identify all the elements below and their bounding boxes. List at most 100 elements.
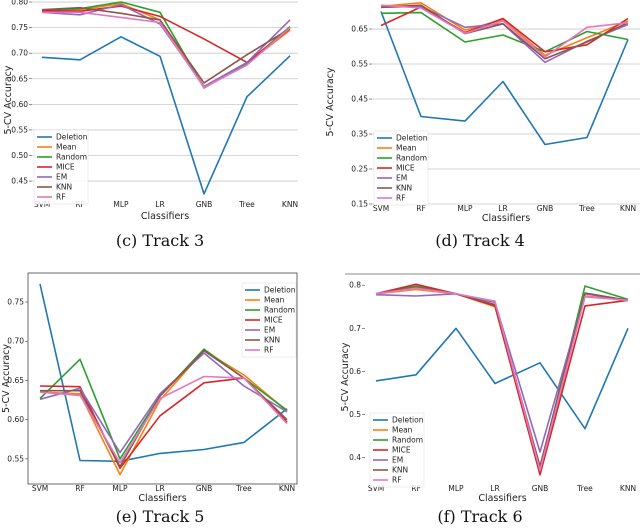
legend-entry: KNN [264,336,280,345]
x-tick-label: Tree [578,204,595,213]
y-axis-label: 5-CV Accuracy [1,344,12,413]
legend-entry: MICE [396,164,415,173]
legend-entry: Mean [396,144,417,153]
legend-entry: Mean [264,296,285,305]
x-tick-label: RF [75,200,85,209]
legend-entry: Random [264,306,295,315]
legend-entry: KNN [56,183,72,192]
y-tick-label: 0.4 [349,453,361,462]
series-line-rf [39,375,288,464]
x-tick-label: SVM [373,204,389,213]
y-tick-label: 0.25 [351,165,368,174]
series-line-deletion [375,327,629,430]
legend-entry: Deletion [392,416,424,425]
legend-entry: KNN [396,184,412,193]
y-tick-label: 0.65 [351,25,368,34]
x-tick-label: RF [411,484,421,493]
y-tick-label: 0.65 [7,376,24,385]
x-tick-label: MLP [457,204,473,213]
series-line-rf [42,11,291,89]
legend-entry: EM [396,174,407,183]
x-tick-label: LR [498,204,507,213]
x-tick-label: GNB [537,204,554,213]
x-axis-label: Classifiers [478,493,526,504]
x-tick-label: SVM [32,484,48,493]
legend-entry: MICE [392,446,411,455]
x-tick-label: KNN [282,200,298,209]
x-tick-label: LR [490,484,499,493]
y-tick-label: 0.70 [11,49,28,58]
chart-panel-2: 0.55 0.60 0.65 0.70 0.75 SVM RF MLP LR GNB Tree KNN… [1,272,298,526]
y-tick-label: 0.75 [11,23,28,32]
legend-entry: Deletion [264,286,296,295]
chart-panel-1: 0.15 0.25 0.35 0.45 0.55 0.65 SVM RF MLP LR GNB Tre… [325,1,640,250]
y-tick-label: 0.45 [11,177,28,186]
y-axis-label: 5-CV Accuracy [325,67,336,136]
y-tick-label: 0.60 [11,100,28,109]
x-tick-label: MLP [113,200,129,209]
legend-entry: MICE [264,316,283,325]
y-tick-label: 0.8 [349,281,361,290]
x-tick-label: GNB [196,200,213,209]
x-tick-label: KNN [620,484,636,493]
y-tick-label: 0.60 [7,415,24,424]
legend-entry: MICE [56,163,75,172]
series-line-deletion [39,283,288,463]
series-line-em [39,352,288,454]
x-tick-label: RF [416,204,426,213]
series-line-deletion [41,35,291,195]
x-tick-label: MLP [112,484,128,493]
y-axis-label: 5-CV Accuracy [340,342,351,411]
x-tick-label: RF [75,484,85,493]
legend-entry: RF [392,476,402,485]
x-tick-label: Tree [576,484,593,493]
x-tick-label: Tree [238,200,255,209]
y-tick-label: 0.70 [7,337,24,346]
y-tick-label: 0.7 [349,324,361,333]
series-line-random [380,11,629,53]
series-line-rf [380,4,629,58]
y-tick-label: 0.80 [11,0,28,7]
legend-entry: Random [56,153,87,162]
legend-entry: Deletion [56,133,88,142]
legend-entry: Mean [392,426,413,435]
subfigure-caption: (f) Track 6 [437,507,522,526]
series-line-rf [375,287,629,472]
x-axis-label: Classifiers [141,211,189,222]
series-line-knn [380,4,629,60]
series-line-mean [380,1,629,57]
y-tick-label: 0.5 [349,410,361,419]
x-tick-label: LR [155,200,164,209]
x-tick-label: GNB [532,484,549,493]
x-axis-label: Classifiers [482,213,530,224]
series-line-random [39,348,288,460]
legend-entry: EM [56,173,67,182]
plot-frame [27,272,298,485]
legend-entry: Random [392,436,423,445]
y-tick-label: 0.50 [11,151,28,160]
y-tick-label: 0.55 [7,454,24,463]
legend-entry: RF [264,346,274,355]
y-tick-label: 0.15 [351,200,368,209]
series-line-random [41,1,291,89]
series-line-deletion [380,11,629,146]
series-line-em [41,3,291,88]
x-tick-label: SVM [368,484,384,493]
y-tick-label: 0.6 [349,367,361,376]
subfigure-caption: (c) Track 3 [116,231,204,250]
subfigure-caption: (e) Track 5 [116,507,205,526]
chart-panel-0: 0.45 0.50 0.55 0.60 0.65 0.70 0.75 0.80 SVM RF MLP… [3,0,298,250]
legend-entry: Mean [56,143,77,152]
y-tick-label: 0.45 [351,95,368,104]
chart-panel-3: 0.4 0.5 0.6 0.7 0.8 SVM RF MLP LR GNB Tree KNN Class… [340,273,640,526]
series-line-knn [41,6,291,84]
legend-entry: EM [392,456,403,465]
subfigure-caption: (d) Track 4 [435,231,525,250]
y-tick-label: 0.35 [351,130,368,139]
y-tick-label: 0.75 [7,298,24,307]
legend-entry: KNN [392,466,408,475]
